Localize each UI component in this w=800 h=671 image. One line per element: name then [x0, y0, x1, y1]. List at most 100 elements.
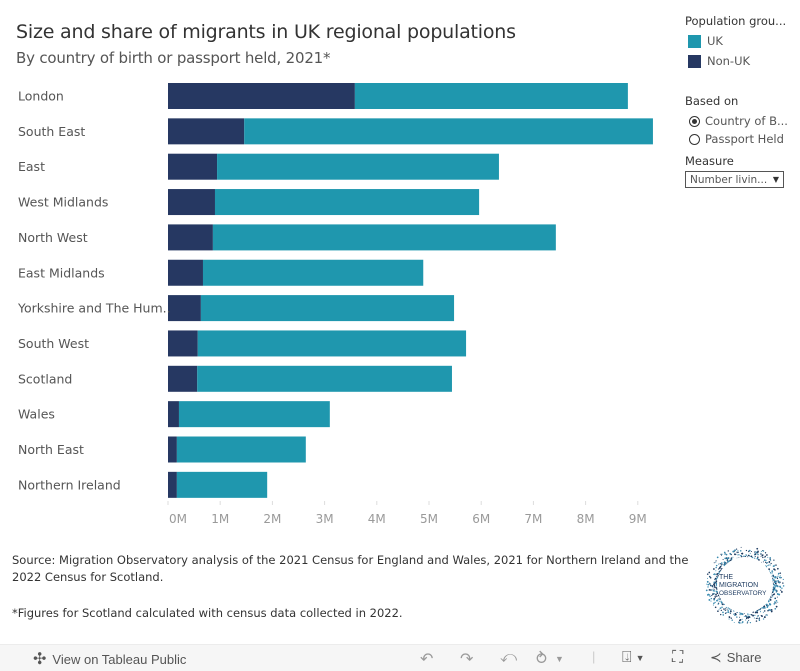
legend-title: Population grou... — [685, 14, 787, 28]
logo-dot — [765, 565, 767, 567]
bar-non-uk[interactable] — [168, 83, 355, 109]
bar-uk[interactable] — [217, 153, 499, 180]
bar-uk[interactable] — [200, 295, 455, 322]
logo-dot — [713, 590, 716, 592]
undo-button[interactable]: ↶ — [420, 649, 433, 669]
radio-unselected-icon[interactable] — [689, 133, 700, 145]
logo-text-line-3: OBSERVATORY — [719, 590, 767, 597]
bar-non-uk[interactable] — [168, 330, 198, 357]
logo-dot — [735, 613, 737, 616]
logo-dot — [709, 577, 712, 579]
radio-passport-held[interactable]: Passport Held — [689, 132, 797, 146]
logo-dot — [706, 573, 709, 575]
logo-dot — [738, 554, 740, 556]
category-label: East Midlands — [18, 265, 105, 280]
bar-uk[interactable] — [354, 83, 628, 109]
bar-non-uk[interactable] — [168, 153, 218, 180]
logo-dot — [718, 609, 720, 611]
logo-dot — [746, 555, 748, 557]
revert-button[interactable]: ⤺ — [500, 649, 517, 667]
download-button[interactable]: ⍗ ▼ — [622, 649, 645, 667]
bar-non-uk[interactable] — [168, 471, 177, 498]
logo-dot — [775, 580, 778, 582]
bar-uk[interactable] — [214, 189, 480, 216]
bar-uk[interactable] — [176, 436, 306, 463]
logo-dot — [778, 576, 781, 579]
x-tick-label: 8M — [577, 512, 595, 526]
logo-dot — [714, 606, 717, 609]
logo-dot — [741, 621, 744, 623]
logo-dot — [747, 614, 749, 616]
bar-uk[interactable] — [244, 118, 653, 145]
bar-uk[interactable] — [176, 471, 268, 498]
logo-dot — [756, 547, 759, 550]
bar-non-uk[interactable] — [168, 436, 177, 463]
bar-uk[interactable] — [178, 401, 330, 428]
logo-dot — [774, 607, 777, 610]
logo-dot — [727, 611, 730, 614]
logo-dot — [706, 583, 708, 585]
bar-non-uk[interactable] — [168, 189, 215, 216]
logo-text-line-1: THE — [719, 574, 733, 581]
logo-dot — [756, 611, 759, 614]
redo-button[interactable]: ↷ — [460, 649, 473, 669]
bar-non-uk[interactable] — [168, 224, 213, 251]
logo-dot — [755, 551, 757, 553]
radio-label-passport-held: Passport Held — [705, 132, 784, 146]
logo-dot — [722, 558, 724, 561]
fullscreen-button[interactable]: ⛶ — [672, 649, 683, 667]
logo-dot — [777, 579, 779, 582]
bar-non-uk[interactable] — [168, 118, 245, 145]
bar-non-uk[interactable] — [168, 259, 203, 286]
logo-dot — [730, 617, 732, 619]
logo-dot — [767, 556, 769, 558]
legend-item-uk[interactable]: UK — [688, 34, 797, 48]
logo-dot — [769, 558, 771, 560]
logo-dot — [741, 613, 744, 616]
logo-dot — [720, 609, 723, 612]
logo-dot — [728, 616, 731, 618]
bar-uk[interactable] — [197, 330, 467, 357]
logo-dot — [721, 606, 723, 609]
logo-dot — [774, 586, 776, 588]
share-icon: ≺ — [710, 649, 722, 665]
logo-dot — [778, 581, 781, 584]
measure-dropdown[interactable]: Number livin... ▼ — [685, 171, 784, 188]
category-label: South West — [18, 336, 89, 351]
logo-dot — [761, 554, 764, 557]
logo-dot — [749, 614, 751, 616]
logo-dot — [770, 562, 772, 565]
x-tick-label: 2M — [263, 512, 281, 526]
share-button[interactable]: ≺ Share — [710, 649, 761, 666]
logo-dot — [756, 557, 759, 560]
category-label: South East — [18, 124, 85, 139]
logo-dot — [725, 607, 727, 609]
redo-icon: ↷ — [460, 651, 474, 668]
logo-dot — [764, 552, 767, 554]
logo-dot — [771, 570, 774, 572]
bar-uk[interactable] — [197, 365, 452, 392]
logo-dot — [725, 606, 727, 609]
radio-country-of-birth[interactable]: Country of B... — [689, 114, 797, 128]
bar-non-uk[interactable] — [168, 295, 201, 322]
bar-uk[interactable] — [202, 259, 424, 286]
logo-dot — [710, 584, 712, 587]
logo-dot — [763, 610, 766, 612]
logo-dot — [717, 599, 719, 601]
logo-dot — [739, 614, 741, 616]
view-on-tableau-public-link[interactable]: ✣ View on Tableau Public — [33, 649, 186, 669]
logo-dot — [757, 556, 759, 559]
logo-dot — [709, 583, 711, 585]
x-tick-label: 3M — [316, 512, 334, 526]
logo-dot — [717, 575, 719, 577]
legend-item-non-uk[interactable]: Non-UK — [688, 54, 797, 68]
logo-dot — [715, 560, 717, 562]
logo-dot — [763, 616, 766, 618]
bar-non-uk[interactable] — [168, 401, 179, 428]
radio-selected-icon[interactable] — [689, 115, 700, 127]
refresh-button[interactable]: ⥁ ▼ — [536, 649, 564, 669]
logo-dot — [777, 601, 779, 603]
logo-dot — [713, 598, 715, 601]
bar-non-uk[interactable] — [168, 365, 198, 392]
bar-uk[interactable] — [212, 224, 556, 251]
